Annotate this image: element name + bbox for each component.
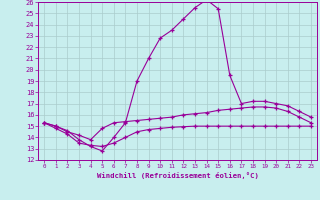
X-axis label: Windchill (Refroidissement éolien,°C): Windchill (Refroidissement éolien,°C): [97, 172, 259, 179]
